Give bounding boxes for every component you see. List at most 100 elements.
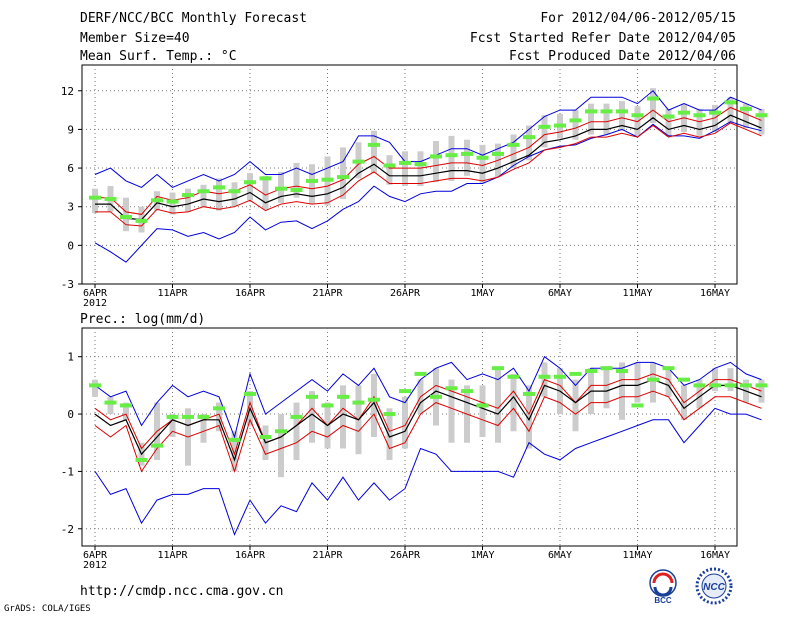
temp-obs-mark [213, 185, 225, 190]
prec-spread-box [526, 385, 532, 449]
temp-spread-box [712, 104, 718, 132]
temp-spread-box [262, 175, 269, 210]
temp-spread-box [402, 151, 408, 187]
ncc-logo-text: NCC [703, 582, 725, 593]
temp-line-black-mean [95, 114, 762, 221]
temp-spread-box [371, 130, 377, 174]
temp-spread-box [448, 135, 455, 181]
temp-obs-mark [275, 186, 287, 191]
temp-obs-mark [337, 175, 349, 180]
prec-obs-mark [647, 377, 659, 382]
temp-ytick-label: 0 [67, 239, 74, 252]
temp-spread-box [200, 184, 207, 207]
temp-obs-mark [585, 109, 597, 114]
temp-obs-mark [430, 154, 442, 159]
temp-spread-box [340, 147, 346, 199]
prec-spread-box [603, 368, 610, 409]
temp-ytick-label: 9 [67, 123, 74, 136]
prec-year-label: 2012 [83, 560, 107, 571]
temp-obs-mark [104, 196, 117, 201]
prec-spread-box [402, 396, 408, 449]
prec-obs-mark [182, 414, 194, 419]
prec-obs-mark [290, 414, 303, 419]
prec-obs-mark [755, 383, 768, 388]
prec-spread-box [634, 362, 641, 403]
prec-obs-mark [414, 371, 427, 376]
prec-spread-box [92, 379, 98, 397]
prec-spread-box [665, 368, 672, 397]
member-size: Member Size=40 [80, 31, 190, 46]
temp-spread-box [247, 173, 253, 201]
temp-plot-frame [81, 64, 738, 285]
prec-obs-mark [104, 400, 117, 405]
temp-obs-mark [600, 109, 613, 114]
temp-obs-mark [724, 100, 737, 105]
temp-spread-box [231, 182, 238, 207]
prec-ytick-label: -2 [61, 523, 74, 536]
temp-spread-box [479, 144, 486, 184]
prec-obs-mark [306, 394, 318, 399]
prec-ytick-label: -1 [61, 465, 74, 478]
prec-obs-mark [228, 437, 241, 442]
prec-obs-mark [740, 383, 752, 388]
temp-obs-mark [135, 218, 148, 223]
temp-ytick-label: 6 [67, 162, 74, 175]
prec-obs-mark [383, 412, 396, 417]
temp-obs-mark [507, 142, 520, 147]
prec-xtick-label: 6APR [83, 550, 108, 561]
forecast-produced-date: Fcst Produced Date 2012/04/06 [509, 49, 736, 64]
prec-obs-mark [693, 383, 706, 388]
temp-obs-mark [290, 187, 303, 192]
temp-obs-mark [662, 114, 675, 119]
temp-spread-box [309, 164, 315, 205]
prec-obs-mark [352, 400, 365, 405]
temp-obs-mark [554, 123, 566, 128]
temp-spread-box [650, 88, 656, 123]
temp-obs-mark [709, 110, 721, 115]
grads-credit: GrADS: COLA/IGES [4, 604, 91, 614]
prec-obs-mark [523, 391, 535, 396]
temp-spread-box [758, 108, 765, 135]
chart-title: DERF/NCC/BCC Monthly Forecast [80, 11, 307, 26]
temp-spread-box [526, 125, 532, 161]
forecast-start-date: Fcst Started Refer Date 2012/04/05 [469, 31, 736, 46]
prec-obs-mark [213, 406, 225, 411]
prec-obs-mark [662, 366, 675, 371]
prec-spread-box [619, 362, 625, 420]
forecast-period: For 2012/04/06-2012/05/15 [540, 11, 736, 26]
prec-line-red-lower [94, 390, 762, 474]
prec-obs-mark [616, 369, 628, 374]
prec-obs-mark [275, 429, 287, 434]
prec-obs-mark [89, 383, 101, 388]
prec-spread-box [169, 414, 176, 437]
temp-obs-mark [523, 135, 535, 140]
temp-spread-box [588, 103, 594, 135]
temp-obs-mark [151, 198, 163, 203]
temp-obs-mark [352, 159, 365, 164]
website-url[interactable]: http://cmdp.ncc.cma.gov.cn [80, 584, 284, 599]
prec-obs-mark [538, 374, 551, 379]
prec-spread-box [309, 391, 315, 443]
temp-spread-box [216, 178, 222, 211]
temp-spread-box [464, 139, 470, 176]
prec-xtick-label: 16APR [235, 550, 266, 561]
temp-obs-mark [244, 180, 256, 185]
temp-xtick-label: 1MAY [470, 288, 494, 299]
temp-obs-mark [461, 151, 473, 156]
temp-obs-mark [569, 118, 582, 123]
temp-spread-box [727, 97, 734, 123]
prec-obs-mark [600, 366, 613, 371]
temp-obs-mark [166, 199, 179, 204]
temp-line-red-lower [95, 122, 762, 227]
prec-obs-mark [492, 366, 504, 371]
temp-xtick-label: 16APR [235, 288, 266, 299]
temp-spread-box [603, 103, 610, 135]
temp-obs-mark [414, 162, 427, 167]
temp-xtick-label: 11APR [157, 288, 188, 299]
prec-xtick-label: 16MAY [700, 550, 730, 561]
prec-spread-box [231, 431, 238, 472]
prec-spread-box [340, 385, 346, 449]
temp-xtick-label: 21APR [312, 288, 343, 299]
prec-obs-mark [507, 374, 520, 379]
